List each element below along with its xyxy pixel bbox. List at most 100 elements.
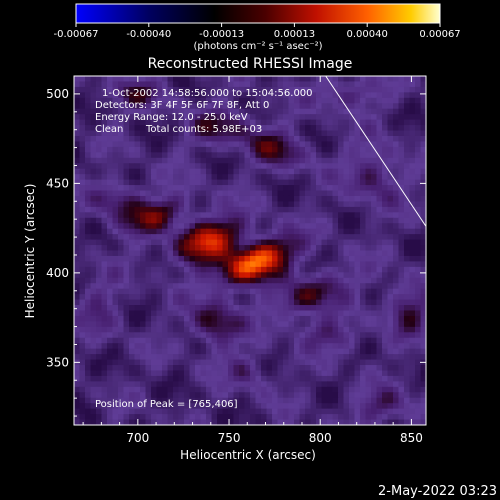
heatmap-cell: [283, 255, 290, 262]
heatmap-cell: [338, 141, 345, 148]
heatmap-cell: [90, 86, 97, 93]
heatmap-cell: [255, 288, 262, 295]
heatmap-cell: [206, 381, 213, 388]
heatmap-cell: [162, 332, 169, 339]
heatmap-cell: [310, 239, 317, 246]
heatmap-cell: [200, 135, 207, 143]
heatmap-cell: [101, 245, 108, 252]
heatmap-cell: [211, 343, 218, 350]
heatmap-cell: [118, 245, 125, 252]
heatmap-cell: [415, 283, 422, 290]
heatmap-cell: [211, 370, 218, 377]
heatmap-cell: [398, 288, 405, 295]
heatmap-cell: [332, 130, 339, 137]
heatmap-cell: [123, 381, 130, 388]
heatmap-cell: [310, 146, 317, 153]
heatmap-cell: [239, 305, 246, 312]
heatmap-cell: [145, 354, 152, 361]
heatmap-cell: [200, 114, 207, 121]
heatmap-cell: [101, 310, 108, 317]
heatmap-cell: [211, 228, 218, 235]
heatmap-cell: [239, 266, 246, 273]
heatmap-cell: [96, 408, 103, 415]
heatmap-cell: [123, 141, 130, 148]
heatmap-cell: [195, 337, 202, 344]
heatmap-cell: [167, 299, 174, 306]
heatmap-cell: [206, 332, 213, 339]
heatmap-cell: [145, 294, 152, 301]
heatmap-cell: [101, 397, 108, 404]
heatmap-cell: [167, 185, 174, 192]
heatmap-cell: [222, 326, 229, 333]
heatmap-cell: [250, 397, 257, 404]
heatmap-cell: [217, 310, 224, 317]
heatmap-cell: [129, 348, 136, 355]
heatmap-cell: [195, 119, 202, 126]
heatmap-cell: [376, 266, 383, 273]
heatmap-cell: [79, 141, 86, 148]
heatmap-cell: [376, 408, 383, 415]
heatmap-cell: [156, 86, 163, 93]
heatmap-cell: [184, 146, 191, 153]
heatmap-cell: [134, 381, 141, 388]
heatmap-cell: [184, 250, 191, 257]
heatmap-cell: [299, 359, 306, 366]
heatmap-cell: [90, 114, 97, 121]
heatmap-cell: [393, 419, 400, 425]
heatmap-cell: [85, 266, 92, 273]
heatmap-cell: [343, 125, 350, 132]
heatmap-cell: [151, 288, 158, 295]
heatmap-cell: [184, 299, 191, 306]
heatmap-cell: [398, 217, 405, 224]
heatmap-cell: [118, 163, 125, 170]
heatmap-cell: [321, 294, 328, 301]
heatmap-cell: [343, 255, 350, 262]
heatmap-cell: [266, 86, 273, 93]
heatmap-cell: [206, 212, 213, 219]
heatmap-cell: [393, 321, 400, 328]
heatmap-cell: [145, 157, 152, 164]
heatmap-cell: [365, 217, 372, 224]
heatmap-cell: [420, 354, 426, 361]
heatmap-cell: [349, 81, 356, 88]
heatmap-cell: [404, 326, 411, 333]
heatmap-cell: [294, 141, 301, 148]
heatmap-cell: [376, 315, 383, 322]
heatmap-cell: [167, 261, 174, 268]
heatmap-cell: [206, 217, 213, 224]
heatmap-cell: [151, 343, 158, 350]
heatmap-cell: [200, 326, 207, 333]
heatmap-cell: [118, 157, 125, 164]
heatmap-cell: [299, 168, 306, 175]
heatmap-cell: [404, 152, 411, 159]
heatmap-cell: [178, 103, 185, 110]
heatmap-cell: [118, 190, 125, 197]
heatmap-cell: [167, 190, 174, 197]
heatmap-cell: [167, 326, 174, 333]
heatmap-cell: [332, 103, 339, 110]
heatmap-cell: [184, 217, 191, 224]
heatmap-cell: [382, 397, 389, 404]
heatmap-cell: [90, 239, 97, 246]
heatmap-cell: [415, 408, 422, 415]
heatmap-cell: [90, 190, 97, 197]
heatmap-cell: [398, 239, 405, 246]
heatmap-cell: [332, 179, 339, 186]
heatmap-cell: [250, 97, 257, 104]
heatmap-cell: [222, 130, 229, 137]
heatmap-cell: [90, 157, 97, 164]
heatmap-cell: [261, 174, 268, 181]
heatmap-cell: [107, 337, 114, 344]
heatmap-cell: [332, 272, 339, 279]
heatmap-cell: [167, 305, 174, 312]
heatmap-cell: [96, 299, 103, 306]
heatmap-cell: [233, 261, 240, 268]
heatmap-cell: [228, 103, 235, 110]
heatmap-cell: [90, 397, 97, 404]
heatmap-cell: [178, 212, 185, 219]
heatmap-cell: [261, 195, 268, 203]
heatmap-cell: [206, 294, 213, 301]
heatmap-cell: [398, 163, 405, 170]
heatmap-cell: [173, 403, 180, 410]
heatmap-cell: [107, 135, 114, 143]
